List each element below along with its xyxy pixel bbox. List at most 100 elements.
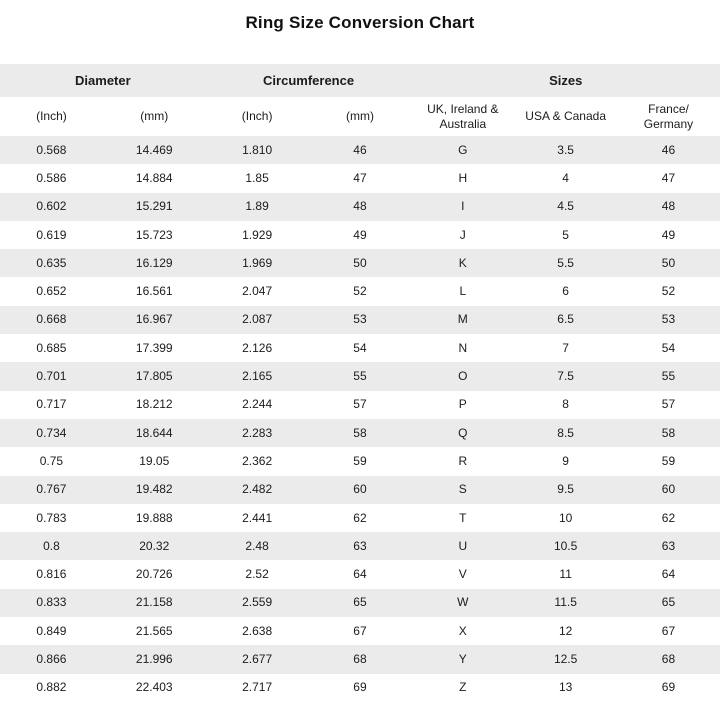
- table-cell: 59: [353, 453, 367, 468]
- page-title: Ring Size Conversion Chart: [245, 13, 475, 32]
- table-row: 0.635 16.129 1.969 50 K 5.5 50: [0, 249, 720, 278]
- table-cell: 57: [353, 397, 367, 412]
- table-cell: Q: [458, 425, 468, 440]
- table-cell: 2.638: [242, 623, 273, 638]
- table-cell: 17.805: [135, 369, 173, 384]
- table-cell: 5.5: [557, 255, 574, 270]
- table-cell: 0.619: [36, 227, 67, 242]
- table-cell: 54: [661, 340, 676, 355]
- table-column-header-row: (Inch) (mm) (Inch) (mm) UK, Ireland & Au…: [0, 97, 720, 136]
- table-cell: 59: [661, 453, 676, 468]
- table-row: 0.717 18.212 2.244 57 P 8 57: [0, 390, 720, 419]
- table-cell: 55: [661, 369, 676, 384]
- table-row: 0.816 20.726 2.52 64 V 11 64: [0, 560, 720, 589]
- column-header-circumference-inch: (Inch): [241, 109, 273, 123]
- table-cell: 0.783: [36, 510, 67, 525]
- table-row: 0.619 15.723 1.929 49 J 5 49: [0, 220, 720, 250]
- table-cell: 64: [353, 567, 367, 582]
- table-cell: 2.48: [245, 538, 269, 553]
- group-header-diameter: Diameter: [75, 73, 131, 88]
- table-cell: 12: [558, 623, 573, 638]
- table-row: 0.866 21.996 2.677 68 Y 12.5 68: [0, 645, 720, 674]
- table-cell: 62: [661, 510, 676, 525]
- table-cell: 0.866: [36, 651, 67, 666]
- table-cell: 0.652: [36, 284, 67, 299]
- table-cell: 46: [353, 142, 367, 157]
- table-cell: I: [461, 199, 465, 214]
- column-header-uk-ireland-australia: UK, Ireland & Australia: [427, 101, 499, 131]
- table-cell: 2.559: [242, 595, 273, 610]
- table-cell: 69: [661, 680, 676, 695]
- table-row: 0.849 21.565 2.638 67 X 12 67: [0, 617, 720, 646]
- table-row: 0.668 16.967 2.087 53 M 6.5 53: [0, 305, 720, 335]
- table-cell: 16.967: [135, 312, 173, 327]
- table-cell: 69: [353, 680, 367, 695]
- table-cell: 1.810: [242, 142, 273, 157]
- table-cell: 2.244: [242, 397, 273, 412]
- table-cell: 2.283: [242, 425, 273, 440]
- table-cell: 49: [661, 227, 676, 242]
- table-cell: 0.685: [36, 340, 67, 355]
- table-cell: 19.482: [135, 482, 173, 497]
- table-cell: G: [458, 142, 468, 157]
- table-cell: J: [459, 227, 466, 242]
- table-cell: 2.52: [245, 567, 269, 582]
- table-cell: 8: [562, 397, 569, 412]
- table-cell: 60: [353, 482, 367, 497]
- table-cell: 54: [353, 340, 367, 355]
- table-cell: 18.212: [135, 397, 173, 412]
- table-cell: 65: [353, 595, 367, 610]
- table-cell: 19.05: [139, 453, 170, 468]
- ring-size-table: Diameter Circumference Sizes (Inch) (mm)…: [0, 64, 720, 702]
- table-cell: 6.5: [557, 312, 574, 327]
- table-cell: 47: [661, 170, 676, 185]
- table-cell: 0.602: [36, 199, 67, 214]
- table-row: 0.568 14.469 1.810 46 G 3.5 46: [0, 136, 720, 165]
- table-cell: P: [458, 397, 467, 412]
- table-cell: 17.399: [135, 340, 173, 355]
- table-cell: 55: [353, 369, 367, 384]
- table-cell: 0.816: [36, 567, 67, 582]
- table-cell: 5: [562, 227, 569, 242]
- table-cell: 0.882: [36, 680, 67, 695]
- table-cell: 60: [661, 482, 676, 497]
- table-cell: 21.565: [135, 623, 173, 638]
- table-cell: 0.701: [36, 369, 67, 384]
- group-header-circumference: Circumference: [263, 73, 355, 88]
- table-cell: 4.5: [557, 199, 574, 214]
- table-cell: 10.5: [553, 538, 578, 553]
- table-cell: 57: [661, 397, 676, 412]
- table-cell: 7.5: [557, 369, 574, 384]
- table-cell: 2.165: [242, 369, 273, 384]
- table-cell: 7: [562, 340, 569, 355]
- table-row: 0.701 17.805 2.165 55 O 7.5 55: [0, 362, 720, 391]
- table-cell: 2.362: [242, 453, 273, 468]
- table-cell: Y: [458, 651, 467, 666]
- table-row: 0.734 18.644 2.283 58 Q 8.5 58: [0, 418, 720, 448]
- column-header-usa-canada: USA & Canada: [525, 109, 606, 123]
- table-cell: 1.85: [245, 170, 269, 185]
- table-cell: M: [457, 312, 468, 327]
- table-cell: 10: [558, 510, 573, 525]
- table-cell: 63: [353, 538, 367, 553]
- table-cell: N: [458, 340, 468, 355]
- table-cell: 65: [661, 595, 676, 610]
- table-cell: L: [459, 284, 467, 299]
- table-cell: 68: [353, 651, 367, 666]
- table-row: 0.602 15.291 1.89 48 I 4.5 48: [0, 192, 720, 221]
- table-cell: 0.849: [36, 623, 67, 638]
- table-cell: 2.677: [242, 651, 273, 666]
- table-cell: 14.884: [135, 170, 173, 185]
- table-group-header-row: Diameter Circumference Sizes: [0, 64, 720, 97]
- table-row: 0.783 19.888 2.441 62 T 10 62: [0, 503, 720, 533]
- table-row: 0.767 19.482 2.482 60 S 9.5 60: [0, 475, 720, 504]
- table-cell: 2.482: [242, 482, 273, 497]
- table-cell: 1.929: [242, 227, 273, 242]
- table-row: 0.586 14.884 1.85 47 H 4 47: [0, 164, 720, 193]
- table-cell: 3.5: [557, 142, 574, 157]
- table-cell: T: [459, 510, 467, 525]
- table-cell: 49: [353, 227, 367, 242]
- table-cell: 52: [353, 284, 367, 299]
- table-cell: 48: [661, 199, 676, 214]
- table-cell: 9.5: [557, 482, 574, 497]
